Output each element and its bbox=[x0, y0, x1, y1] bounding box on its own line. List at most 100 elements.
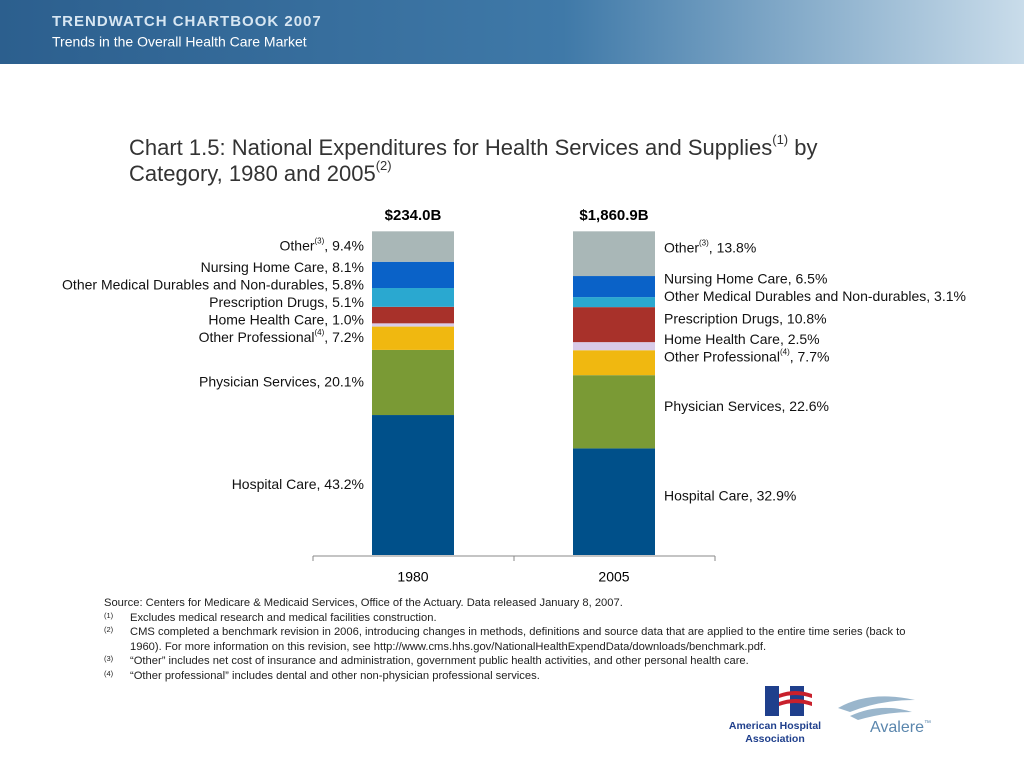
data-label: Physician Services, 22.6% bbox=[664, 397, 829, 413]
footnote-marker: (3) bbox=[104, 654, 114, 664]
series-name: Prescription Drugs bbox=[209, 294, 324, 310]
value-label: , 5.8% bbox=[324, 276, 364, 292]
bar-segment bbox=[573, 448, 655, 555]
header-title: TRENDWATCH CHARTBOOK 2007 bbox=[52, 13, 322, 30]
value-label: , 5.1% bbox=[324, 294, 364, 310]
header-subtitle: Trends in the Overall Health Care Market bbox=[52, 34, 307, 50]
title-text: Category, 1980 and 2005 bbox=[129, 161, 376, 186]
header-bar bbox=[0, 0, 1024, 64]
title-text: by bbox=[788, 135, 817, 160]
title-text: Chart 1.5: National Expenditures for Hea… bbox=[129, 135, 772, 160]
series-name: Home Health Care bbox=[664, 331, 780, 347]
data-label: Physician Services, 20.1% bbox=[199, 373, 364, 389]
value-label: , 8.1% bbox=[324, 259, 364, 275]
footnote-marker: (2) bbox=[104, 625, 114, 635]
value-label: , 1.0% bbox=[324, 311, 364, 327]
data-label: Prescription Drugs, 10.8% bbox=[664, 310, 827, 326]
footnote-text: Excludes medical research and medical fa… bbox=[130, 611, 437, 624]
bar-segment bbox=[372, 261, 454, 289]
logo-avalere: Avalere™ bbox=[838, 696, 931, 736]
data-label: Hospital Care, 32.9% bbox=[664, 487, 796, 503]
series-name: Physician Services bbox=[664, 397, 782, 413]
source: Source: Centers for Medicare & Medicaid … bbox=[104, 597, 623, 609]
series-note: (3) bbox=[699, 239, 709, 248]
data-label: Nursing Home Care, 6.5% bbox=[664, 270, 827, 286]
bar-segment bbox=[573, 350, 655, 376]
bar-segment bbox=[573, 375, 655, 449]
bar-segment bbox=[372, 288, 454, 307]
series-name: Home Health Care bbox=[208, 311, 324, 327]
value-label: , 43.2% bbox=[317, 476, 364, 492]
value-label: , 13.8% bbox=[709, 239, 756, 255]
logo-mark: ™ bbox=[924, 720, 931, 727]
series-name: Other bbox=[664, 239, 699, 255]
data-label: Nursing Home Care, 8.1% bbox=[201, 259, 364, 275]
bar-segment bbox=[573, 342, 655, 351]
value-label: , 6.5% bbox=[788, 270, 828, 286]
value-label: , 7.7% bbox=[790, 348, 830, 364]
logo-shape bbox=[779, 691, 812, 706]
value-label: , 3.1% bbox=[926, 288, 966, 304]
logo-word: Avalere bbox=[870, 719, 924, 736]
series-name: Nursing Home Care bbox=[664, 270, 788, 286]
bar-segment bbox=[573, 307, 655, 343]
series-name: Other bbox=[280, 237, 315, 253]
chart-title: Chart 1.5: National Expenditures for Hea… bbox=[129, 132, 818, 159]
logo-text: Association bbox=[745, 733, 805, 745]
bar-segment bbox=[372, 349, 454, 416]
footnote: (1) Excludes medical research and medical… bbox=[104, 611, 939, 626]
value-label: , 10.8% bbox=[779, 310, 826, 326]
footnote: (4) “Other professional” includes dental … bbox=[104, 669, 939, 684]
footnote-marker: (1) bbox=[104, 610, 114, 620]
x-tick-label: 1980 bbox=[397, 569, 428, 585]
value-label: , 7.2% bbox=[324, 329, 364, 345]
series-name: Other Medical Durables and Non-durables bbox=[664, 288, 926, 304]
chart-title: Category, 1980 and 2005(2) bbox=[129, 158, 392, 185]
logo-text: American Hospital bbox=[729, 720, 821, 732]
footnote: (3) “Other” includes net cost of insuranc… bbox=[104, 654, 939, 669]
series-note: (4) bbox=[780, 348, 790, 357]
total-label: $1,860.9B bbox=[579, 207, 648, 224]
data-label: Other Medical Durables and Non-durables,… bbox=[664, 288, 966, 304]
footnotes: Source: Centers for Medicare & Medicaid … bbox=[104, 596, 939, 684]
bar-segment bbox=[573, 297, 655, 308]
bar-segment bbox=[573, 231, 655, 277]
series-name: Other Professional bbox=[199, 329, 315, 345]
footnote-text: “Other professional” includes dental and… bbox=[130, 669, 540, 682]
series-name: Other Professional bbox=[664, 348, 780, 364]
value-label: , 2.5% bbox=[780, 331, 820, 347]
data-label: Prescription Drugs, 5.1% bbox=[209, 294, 364, 310]
value-label: , 32.9% bbox=[749, 487, 796, 503]
series-name: Hospital Care bbox=[232, 476, 317, 492]
data-label: Home Health Care, 2.5% bbox=[664, 331, 820, 347]
data-label: Other Professional(4), 7.2% bbox=[199, 328, 364, 345]
x-tick-label: 2005 bbox=[598, 569, 629, 585]
footnote-text: CMS completed a benchmark revision in 20… bbox=[130, 626, 906, 653]
series-name: Other Medical Durables and Non-durables bbox=[62, 276, 324, 292]
total-label: $234.0B bbox=[385, 207, 442, 224]
footnote: (2) CMS completed a benchmark revision in… bbox=[104, 625, 939, 654]
bar-segment bbox=[372, 306, 454, 324]
data-label: Other Professional(4), 7.7% bbox=[664, 348, 829, 365]
value-label: , 22.6% bbox=[782, 397, 829, 413]
series-name: Physician Services bbox=[199, 373, 317, 389]
series-name: Nursing Home Care bbox=[201, 259, 325, 275]
series-note: (4) bbox=[315, 328, 325, 337]
logo-shape bbox=[765, 686, 779, 716]
logo-text: Avalere™ bbox=[870, 719, 931, 736]
data-label: Hospital Care, 43.2% bbox=[232, 476, 364, 492]
bar-segment bbox=[372, 323, 454, 327]
data-label: Other(3), 9.4% bbox=[280, 237, 365, 254]
footnote-text: “Other” includes net cost of insurance a… bbox=[130, 655, 749, 668]
title-note: (2) bbox=[376, 158, 392, 173]
data-label: Other Medical Durables and Non-durables,… bbox=[62, 276, 364, 292]
bar-segment bbox=[372, 326, 454, 350]
series-name: Hospital Care bbox=[664, 487, 749, 503]
bar-segment bbox=[573, 276, 655, 298]
logo-shape bbox=[838, 696, 915, 720]
series-name: Prescription Drugs bbox=[664, 310, 779, 326]
bar-segment bbox=[372, 415, 454, 555]
